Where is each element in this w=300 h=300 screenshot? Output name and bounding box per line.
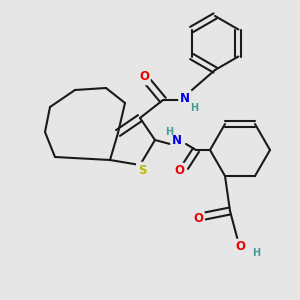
Text: N: N (180, 92, 190, 104)
Text: O: O (139, 70, 149, 83)
Text: O: O (193, 212, 203, 226)
Text: S: S (138, 164, 146, 176)
Text: H: H (190, 103, 198, 113)
Text: N: N (172, 134, 182, 148)
Text: O: O (174, 164, 184, 178)
Text: H: H (252, 248, 260, 258)
Text: O: O (235, 241, 245, 254)
Text: H: H (165, 127, 173, 137)
